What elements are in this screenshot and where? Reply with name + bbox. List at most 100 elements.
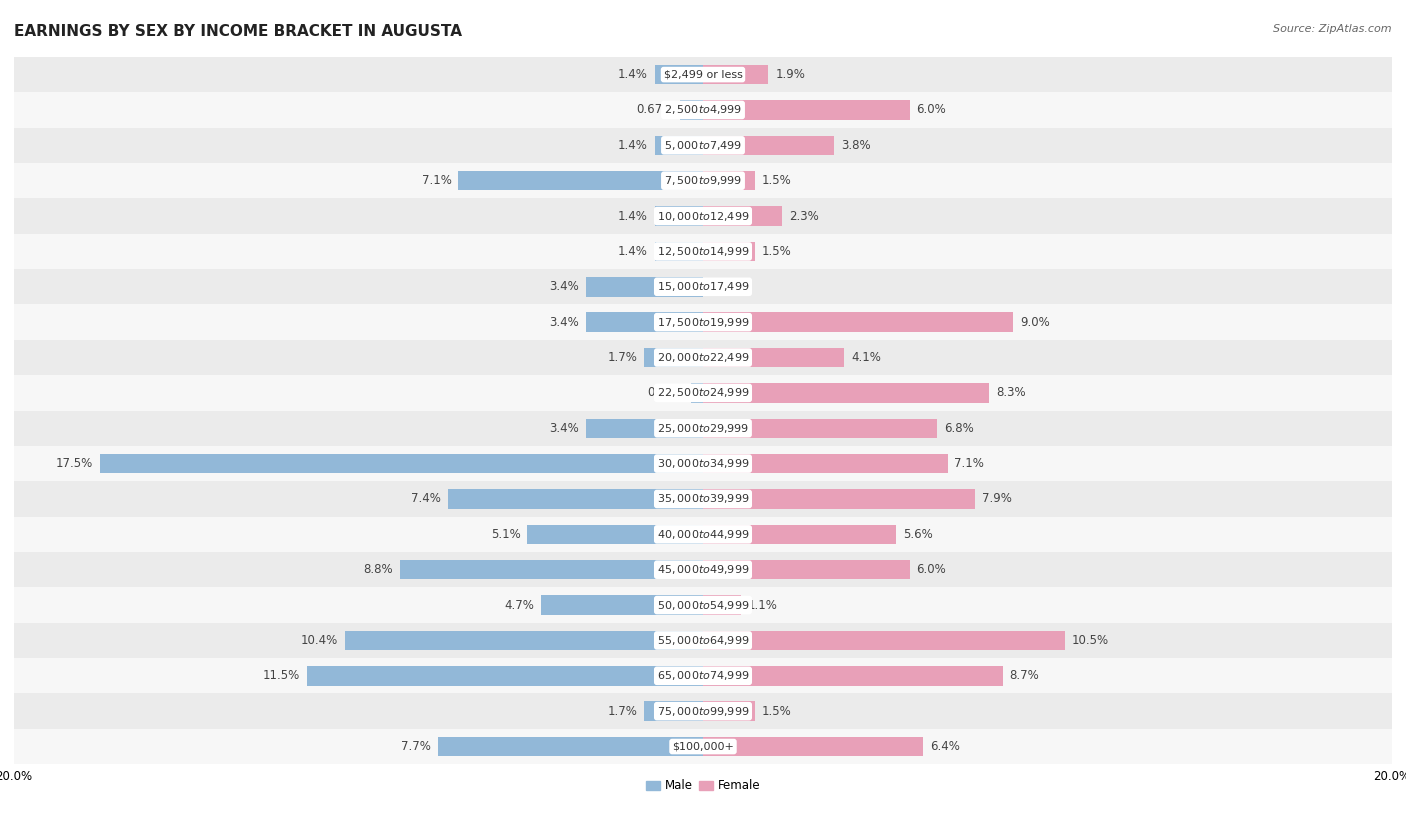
Text: 0.34%: 0.34% (647, 386, 685, 399)
Bar (100, 454, 703, 473)
Text: $40,000 to $44,999: $40,000 to $44,999 (657, 528, 749, 541)
Text: $2,499 or less: $2,499 or less (664, 70, 742, 80)
Text: 6.0%: 6.0% (917, 563, 946, 576)
Bar (655, 241, 703, 261)
Bar (655, 207, 703, 226)
Bar (14, 481, 1392, 517)
Bar (703, 312, 1012, 332)
Text: 9.0%: 9.0% (1019, 315, 1050, 328)
Bar (703, 737, 924, 756)
Text: 2.3%: 2.3% (789, 210, 818, 223)
Text: $10,000 to $12,499: $10,000 to $12,499 (657, 210, 749, 223)
Text: 3.4%: 3.4% (550, 315, 579, 328)
Text: 3.4%: 3.4% (550, 422, 579, 435)
Bar (703, 666, 1002, 685)
Bar (14, 693, 1392, 729)
Bar (703, 702, 755, 721)
Text: EARNINGS BY SEX BY INCOME BRACKET IN AUGUSTA: EARNINGS BY SEX BY INCOME BRACKET IN AUG… (14, 24, 463, 39)
Bar (655, 136, 703, 155)
Text: 10.4%: 10.4% (301, 634, 337, 647)
Text: $17,500 to $19,999: $17,500 to $19,999 (657, 315, 749, 328)
Bar (14, 57, 1392, 92)
Bar (681, 100, 703, 120)
Text: $35,000 to $39,999: $35,000 to $39,999 (657, 493, 749, 506)
Bar (703, 419, 938, 438)
Text: 8.7%: 8.7% (1010, 669, 1039, 682)
Text: 17.5%: 17.5% (56, 457, 93, 470)
Bar (692, 383, 703, 402)
Text: 1.4%: 1.4% (619, 210, 648, 223)
Text: $12,500 to $14,999: $12,500 to $14,999 (657, 245, 749, 258)
Bar (703, 207, 782, 226)
Bar (586, 419, 703, 438)
Text: $30,000 to $34,999: $30,000 to $34,999 (657, 457, 749, 470)
Text: 8.3%: 8.3% (995, 386, 1025, 399)
Bar (14, 92, 1392, 128)
Bar (703, 489, 976, 509)
Text: 7.9%: 7.9% (981, 493, 1012, 506)
Text: 11.5%: 11.5% (263, 669, 299, 682)
Bar (703, 524, 896, 544)
Bar (703, 560, 910, 580)
Bar (703, 171, 755, 190)
Bar (14, 446, 1392, 481)
Text: 3.4%: 3.4% (550, 280, 579, 293)
Bar (14, 411, 1392, 446)
Bar (14, 128, 1392, 163)
Bar (14, 729, 1392, 764)
Text: $22,500 to $24,999: $22,500 to $24,999 (657, 386, 749, 399)
Text: $20,000 to $22,499: $20,000 to $22,499 (657, 351, 749, 364)
Text: 1.5%: 1.5% (762, 705, 792, 718)
Text: 0.0%: 0.0% (710, 280, 740, 293)
Text: $5,000 to $7,499: $5,000 to $7,499 (664, 139, 742, 152)
Bar (703, 383, 988, 402)
Bar (527, 524, 703, 544)
Bar (399, 560, 703, 580)
Text: 7.1%: 7.1% (422, 174, 451, 187)
Bar (307, 666, 703, 685)
Legend: Male, Female: Male, Female (641, 775, 765, 798)
Text: 10.5%: 10.5% (1071, 634, 1109, 647)
Bar (344, 631, 703, 650)
Bar (644, 702, 703, 721)
Bar (458, 171, 703, 190)
Bar (541, 595, 703, 615)
Text: 6.8%: 6.8% (945, 422, 974, 435)
Bar (14, 517, 1392, 552)
Text: 1.9%: 1.9% (775, 68, 806, 81)
Text: 1.7%: 1.7% (607, 705, 637, 718)
Bar (655, 65, 703, 85)
Text: $65,000 to $74,999: $65,000 to $74,999 (657, 669, 749, 682)
Bar (14, 623, 1392, 659)
Text: 1.1%: 1.1% (748, 598, 778, 611)
Text: 7.4%: 7.4% (412, 493, 441, 506)
Bar (449, 489, 703, 509)
Text: 7.1%: 7.1% (955, 457, 984, 470)
Text: $7,500 to $9,999: $7,500 to $9,999 (664, 174, 742, 187)
Text: $15,000 to $17,499: $15,000 to $17,499 (657, 280, 749, 293)
Bar (703, 100, 910, 120)
Text: 4.7%: 4.7% (505, 598, 534, 611)
Text: $45,000 to $49,999: $45,000 to $49,999 (657, 563, 749, 576)
Text: $25,000 to $29,999: $25,000 to $29,999 (657, 422, 749, 435)
Bar (586, 312, 703, 332)
Bar (703, 241, 755, 261)
Text: 1.5%: 1.5% (762, 174, 792, 187)
Text: 7.7%: 7.7% (401, 740, 430, 753)
Bar (14, 659, 1392, 693)
Text: 3.8%: 3.8% (841, 139, 870, 152)
Text: 0.67%: 0.67% (636, 103, 673, 116)
Text: 6.0%: 6.0% (917, 103, 946, 116)
Bar (14, 304, 1392, 340)
Bar (14, 340, 1392, 375)
Bar (14, 587, 1392, 623)
Bar (644, 348, 703, 367)
Text: $55,000 to $64,999: $55,000 to $64,999 (657, 634, 749, 647)
Text: 1.5%: 1.5% (762, 245, 792, 258)
Bar (703, 65, 769, 85)
Bar (14, 163, 1392, 198)
Bar (703, 454, 948, 473)
Bar (14, 376, 1392, 411)
Text: 1.4%: 1.4% (619, 68, 648, 81)
Bar (437, 737, 703, 756)
